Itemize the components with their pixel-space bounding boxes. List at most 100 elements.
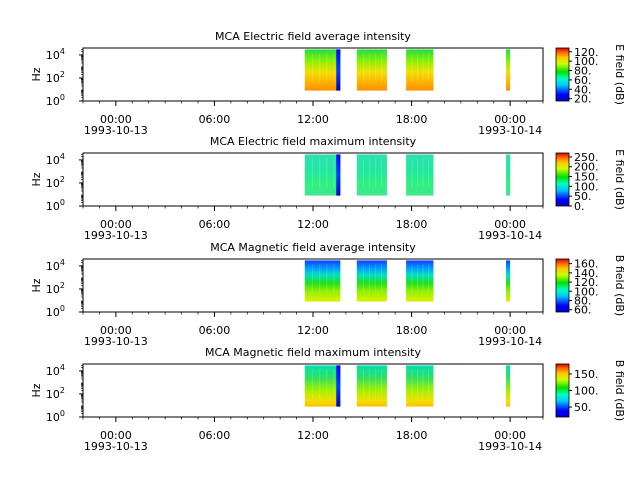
data-texture [374,158,377,188]
x-tick-date: 1993-10-13 [84,124,148,137]
x-tick-label: 00:00 [494,218,526,231]
data-block [406,49,434,91]
data-block [506,365,511,407]
colorbar [556,48,569,101]
colorbar [556,364,569,417]
data-texture [311,264,314,294]
data-texture [319,264,321,294]
y-tick-label: 100 [46,198,65,213]
data-block-edge [336,49,341,91]
colorbar-tick-label: 0. [574,200,585,213]
data-texture [319,53,321,83]
data-block [406,260,434,302]
panel-title: MCA Magnetic field average intensity [210,241,416,254]
data-block [304,49,341,91]
data-texture [333,264,335,294]
x-tick-label: 00:00 [100,218,132,231]
colorbar-frame [555,258,570,313]
data-block [356,365,387,407]
colorbar [556,259,569,312]
x-tick-label: 06:00 [199,429,231,442]
data-texture [333,369,335,399]
data-texture [368,369,371,399]
data-texture [428,158,430,188]
data-texture [326,53,328,83]
panel-4: MCA Magnetic field maximum intensity 100 1… [30,346,626,453]
data-texture [311,369,314,399]
data-texture [374,369,377,399]
colorbar-tick-label: 80. [574,65,592,78]
panel-2: MCA Electric field maximum intensity 100 1… [30,135,626,242]
x-tick-date: 1993-10-14 [478,440,542,453]
y-axis-label: Hz [30,67,43,81]
colorbar-tick-label: 20. [574,93,592,106]
x-tick-date: 1993-10-14 [478,124,542,137]
x-tick-label: 00:00 [494,113,526,126]
x-tick-label: 00:00 [100,429,132,442]
data-texture [311,53,314,83]
data-texture [422,264,424,294]
x-tick-date: 1993-10-14 [478,335,542,348]
data-texture [380,158,383,188]
x-tick-label: 12:00 [297,429,329,442]
y-tick-label: 100 [46,304,65,319]
x-tick-date: 1993-10-13 [84,229,148,242]
colorbar-tick-label: 100. [574,285,599,298]
x-tick-label: 18:00 [396,324,428,337]
colorbar-tick-label: 150. [574,368,599,381]
y-tick-label: 102 [46,281,65,296]
data-texture [422,158,424,188]
data-block [304,260,341,302]
data-block [356,49,387,91]
data-texture [417,369,419,399]
data-texture [411,369,413,399]
x-tick-label: 18:00 [396,113,428,126]
data-texture [422,369,424,399]
data-block-edge [336,365,341,407]
colorbar-tick-label: 60. [574,74,592,87]
x-tick-label: 06:00 [199,324,231,337]
data-texture [374,53,377,83]
y-tick-label: 104 [46,258,65,273]
data-texture [417,158,419,188]
data-texture [319,369,321,399]
data-texture [411,158,413,188]
colorbar-tick-label: 150. [574,171,599,184]
colorbar-tick-label: 200. [574,161,599,174]
data-block [506,49,511,91]
data-texture [368,53,371,83]
data-texture [326,369,328,399]
panel-title: MCA Magnetic field maximum intensity [205,346,421,359]
colorbar-tick-label: 140. [574,267,599,280]
colorbar-label: E field (dB) [613,44,626,105]
x-tick-label: 12:00 [297,324,329,337]
y-tick-label: 100 [46,409,65,424]
y-tick-label: 104 [46,363,65,378]
x-tick-label: 12:00 [297,218,329,231]
y-tick-label: 104 [46,152,65,167]
colorbar-tick-label: 120. [574,276,599,289]
data-texture [380,264,383,294]
data-block [304,154,341,196]
x-tick-date: 1993-10-13 [84,440,148,453]
y-tick-label: 104 [46,47,65,62]
x-tick-label: 00:00 [494,324,526,337]
colorbar-label: B field (dB) [613,255,626,316]
y-axis-label: Hz [30,172,43,186]
panel-1: MCA Electric field average intensity 100 1… [30,30,626,137]
panel-3: MCA Magnetic field average intensity 100 1… [30,241,626,348]
data-block [406,154,434,196]
y-axis-label: Hz [30,383,43,397]
colorbar-label: B field (dB) [613,360,626,421]
data-texture [411,53,413,83]
x-tick-label: 00:00 [100,324,132,337]
x-tick-label: 06:00 [199,113,231,126]
data-texture [380,53,383,83]
colorbar-tick-label: 120. [574,46,599,59]
y-axis-label: Hz [30,278,43,292]
panel-title: MCA Electric field average intensity [215,30,411,43]
colorbar-tick-label: 50. [574,401,592,414]
data-texture [368,264,371,294]
